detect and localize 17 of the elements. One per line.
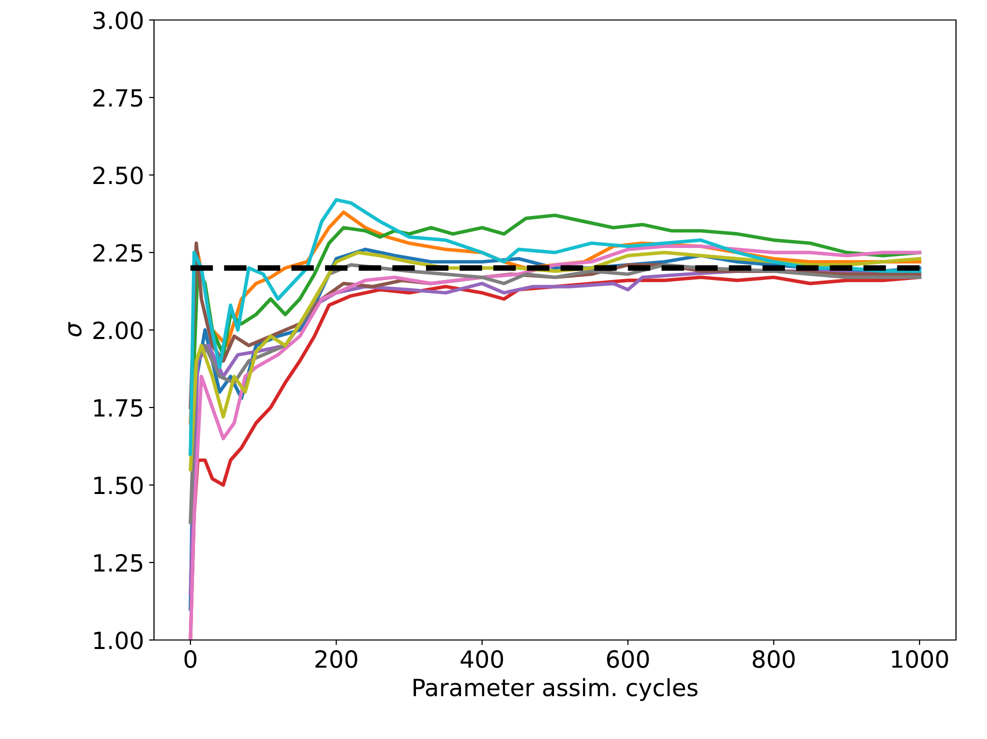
y-tick-label: 2.75 [93,88,142,107]
x-axis-title: Parameter assim. cycles [414,678,698,701]
y-tick-label: 1.25 [94,554,142,572]
y-tick-label: 2.50 [93,166,143,184]
x-tick-label: 600 [607,650,649,668]
y-tick-label: 3.00 [94,11,143,30]
y-tick-label: 1.75 [94,399,142,417]
x-tick-label: 200 [315,650,358,668]
y-tick-label: 2.25 [93,244,142,262]
x-tick-label: 800 [752,650,795,668]
y-tick-label: 1.50 [94,476,143,494]
y-tick-label: 1.00 [94,631,143,650]
x-tick-label: 0 [184,650,196,668]
x-tick-label: 1000 [892,650,948,668]
y-axis-title: σ [68,322,82,336]
x-tick-label: 400 [460,650,504,668]
y-tick-label: 2.00 [93,321,143,340]
